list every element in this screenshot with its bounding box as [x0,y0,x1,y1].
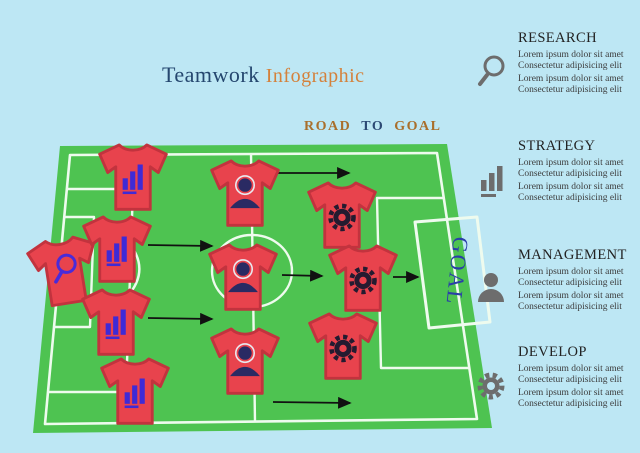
title-main: Teamwork [162,62,260,87]
section-text-line: Lorem ipsum dolor sit amet [518,364,624,374]
gear-icon [328,203,356,232]
bar-chart-icon [466,160,516,204]
player-shirt [208,243,278,311]
gear-icon [466,366,516,410]
player-shirt [24,232,104,310]
person-icon [230,175,260,209]
arrow-right-icon [281,269,324,282]
sidebar-section-research: RESEARCH Lorem ipsum dolor sit amet Cons… [466,30,640,96]
player-shirt [307,181,377,249]
section-text-line: Lorem ipsum dolor sit amet [518,158,624,168]
flow-arrows [147,167,420,409]
magnifier-icon [466,52,516,96]
person-icon [466,269,516,313]
section-heading: DEVELOP [518,344,587,360]
section-text-line: Lorem ipsum dolor sit amet [518,50,624,60]
section-text-line: Consectetur adipisicing elit [518,398,622,409]
section-text-line: Consectetur adipisicing elit [518,84,622,95]
player-shirt [210,159,280,227]
player-shirt [82,215,152,283]
sidebar-section-management: MANAGEMENT Lorem ipsum dolor sit amet Co… [466,247,640,313]
sidebar-section-strategy: STRATEGY Lorem ipsum dolor sit amet Cons… [466,138,640,204]
section-text-line: Consectetur adipisicing elit [518,374,622,385]
player-shirt [81,288,151,356]
section-text-line: Consectetur adipisicing elit [518,168,622,179]
player-shirt [308,312,378,380]
player-shirt [100,357,170,425]
bar-chart-icon [105,309,126,340]
magnifier-icon [54,253,77,284]
section-text-line: Lorem ipsum dolor sit amet [518,388,624,399]
section-text-line: Consectetur adipisicing elit [518,277,622,288]
section-text-line: Lorem ipsum dolor sit amet [518,74,624,85]
section-text-line: Consectetur adipisicing elit [518,60,622,71]
person-icon [230,343,260,377]
section-text-line: Consectetur adipisicing elit [518,301,622,312]
person-icon [228,259,258,293]
caption-word: ROAD [304,119,352,134]
section-text-line: Lorem ipsum dolor sit amet [518,267,624,277]
player-shirt [98,143,168,211]
section-text-line: Consectetur adipisicing elit [518,192,622,203]
gear-icon [349,266,377,295]
section-heading: MANAGEMENT [518,247,627,263]
section-text-line: Lorem ipsum dolor sit amet [518,291,624,302]
bar-chart-icon [106,236,127,267]
gear-icon [329,334,357,363]
caption-word: GOAL [394,119,442,134]
players [24,143,398,425]
section-heading: STRATEGY [518,138,596,154]
caption-word: TO [361,119,385,134]
section-heading: RESEARCH [518,30,597,46]
arrow-right-icon [147,312,214,325]
sidebar-section-develop: DEVELOP Lorem ipsum dolor sit amet Conse… [466,344,640,410]
arrow-right-icon [147,239,214,252]
title-accent: Infographic [265,65,365,87]
bar-chart-icon [124,378,145,409]
page-title: Teamwork Infographic [162,62,365,88]
player-shirt [328,244,398,312]
section-text-line: Lorem ipsum dolor sit amet [518,182,624,193]
player-shirt [210,327,280,395]
arrow-right-icon [272,396,352,409]
road-to-goal-caption: ROAD TO GOAL [304,119,441,135]
bar-chart-icon [122,164,143,195]
